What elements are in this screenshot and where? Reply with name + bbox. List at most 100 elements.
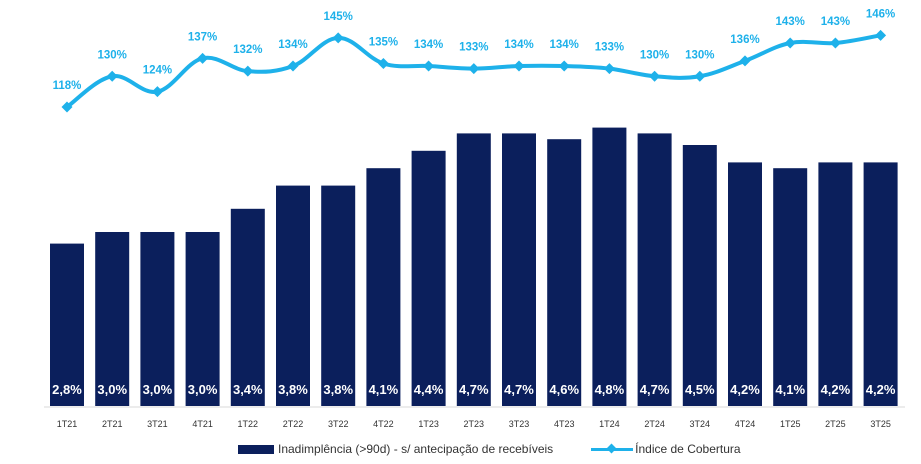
legend-item-bars: Inadimplência (>90d) - s/ antecipação de… <box>238 442 553 456</box>
tick-3T25: 3T25 <box>870 419 891 429</box>
legend-bar-swatch <box>238 444 274 454</box>
marker-3T25 <box>875 29 887 41</box>
bar-label-1T25: 4,1% <box>775 382 805 397</box>
bar-data-labels: 2,8% 3,0% 3,0% 3,0% 3,4% 3,8% 3,8% 4,1% 4,4% 4,7%… <box>52 382 896 397</box>
bar-series <box>50 127 898 406</box>
line-label-4T23: 134% <box>549 39 578 51</box>
tick-1T21: 1T21 <box>57 419 78 429</box>
bar-1T25 <box>773 168 808 406</box>
bar-label-2T25: 4,2% <box>821 382 851 397</box>
bar-label-4T22: 4,1% <box>369 382 399 397</box>
bar-label-3T24: 4,5% <box>685 382 715 397</box>
tick-2T22: 2T22 <box>283 419 304 429</box>
marker-1T23 <box>423 60 435 72</box>
tick-1T23: 1T23 <box>418 419 439 429</box>
line-label-2T24: 130% <box>640 49 669 61</box>
tick-4T22: 4T22 <box>373 419 394 429</box>
marker-3T23 <box>513 60 525 72</box>
bar-2T21 <box>95 232 130 406</box>
bar-label-1T22: 3,4% <box>233 382 263 397</box>
marker-4T24 <box>739 55 751 67</box>
line-label-1T24: 133% <box>595 42 624 54</box>
bar-label-4T23: 4,6% <box>549 382 579 397</box>
line-label-3T21: 124% <box>143 65 172 77</box>
bar-label-4T21: 3,0% <box>188 382 218 397</box>
bar-label-3T21: 3,0% <box>143 382 173 397</box>
marker-4T23 <box>558 60 570 72</box>
marker-1T21 <box>61 101 73 113</box>
bar-3T22 <box>321 185 356 406</box>
marker-3T24 <box>694 70 706 82</box>
marker-1T22 <box>242 65 254 77</box>
line-label-4T24: 136% <box>730 34 759 46</box>
tick-4T21: 4T21 <box>192 419 213 429</box>
marker-2T23 <box>468 63 480 75</box>
marker-4T21 <box>197 52 209 64</box>
coverage-markers <box>61 29 887 113</box>
line-label-3T22: 145% <box>323 11 352 23</box>
tick-2T21: 2T21 <box>102 419 123 429</box>
legend-item-line: Índice de Cobertura <box>591 442 741 456</box>
bar-2T25 <box>818 162 853 406</box>
bar-1T23 <box>411 150 446 406</box>
bar-label-1T21: 2,8% <box>52 382 82 397</box>
bar-4T21 <box>185 232 220 406</box>
bar-2T23 <box>456 133 491 406</box>
tick-3T22: 3T22 <box>328 419 349 429</box>
bar-4T22 <box>366 168 401 406</box>
legend-line-label: Índice de Cobertura <box>635 442 741 456</box>
marker-1T24 <box>603 63 615 75</box>
line-label-4T21: 137% <box>188 31 217 43</box>
tick-2T24: 2T24 <box>644 419 665 429</box>
bar-3T25 <box>863 162 898 406</box>
bar-label-2T24: 4,7% <box>640 382 670 397</box>
marker-4T22 <box>377 57 389 69</box>
legend-line-swatch <box>591 443 634 455</box>
tick-3T21: 3T21 <box>147 419 168 429</box>
tick-1T24: 1T24 <box>599 419 620 429</box>
bar-3T21 <box>140 232 175 406</box>
bar-4T24 <box>728 162 762 406</box>
marker-3T22 <box>332 32 344 44</box>
legend: Inadimplência (>90d) - s/ antecipação de… <box>238 442 779 456</box>
bar-2T22 <box>276 185 310 406</box>
bar-1T21 <box>50 243 84 406</box>
line-label-3T25: 146% <box>866 8 895 20</box>
x-axis-tick-labels: 1T21 2T21 3T21 4T21 1T22 2T22 3T22 4T22 1T23 2T23… <box>57 419 891 429</box>
legend-bar-label: Inadimplência (>90d) - s/ antecipação de… <box>278 442 554 456</box>
bar-3T24 <box>682 145 717 406</box>
bar-label-2T23: 4,7% <box>459 382 489 397</box>
line-label-2T25: 143% <box>821 16 850 28</box>
tick-4T24: 4T24 <box>735 419 756 429</box>
bar-2T24 <box>637 133 672 406</box>
line-label-1T23: 134% <box>414 39 443 51</box>
bar-label-1T23: 4,4% <box>414 382 444 397</box>
bar-label-3T25: 4,2% <box>866 382 896 397</box>
bar-4T23 <box>547 139 582 406</box>
marker-1T25 <box>784 37 796 49</box>
line-label-1T21: 118% <box>53 80 82 92</box>
bar-1T22 <box>230 208 265 406</box>
bar-label-2T22: 3,8% <box>278 382 308 397</box>
line-label-1T22: 132% <box>233 44 262 56</box>
marker-2T25 <box>829 37 841 49</box>
line-label-1T25: 143% <box>775 16 804 28</box>
coverage-data-labels: 118% 130% 124% 137% 132% 134% 145% 135% 134% 133%… <box>53 8 896 92</box>
line-label-2T22: 134% <box>278 39 307 51</box>
line-label-2T23: 133% <box>459 42 488 54</box>
bar-label-3T23: 4,7% <box>504 382 534 397</box>
marker-2T21 <box>106 70 118 82</box>
tick-1T25: 1T25 <box>780 419 801 429</box>
line-label-2T21: 130% <box>97 49 126 61</box>
line-label-4T22: 135% <box>369 36 398 48</box>
tick-1T22: 1T22 <box>238 419 259 429</box>
tick-2T25: 2T25 <box>825 419 846 429</box>
bar-label-3T22: 3,8% <box>323 382 353 397</box>
tick-2T23: 2T23 <box>464 419 485 429</box>
bar-label-4T24: 4,2% <box>730 382 760 397</box>
tick-4T23: 4T23 <box>554 419 575 429</box>
bar-1T24 <box>592 127 627 406</box>
marker-3T21 <box>151 86 163 98</box>
bar-label-2T21: 3,0% <box>97 382 127 397</box>
